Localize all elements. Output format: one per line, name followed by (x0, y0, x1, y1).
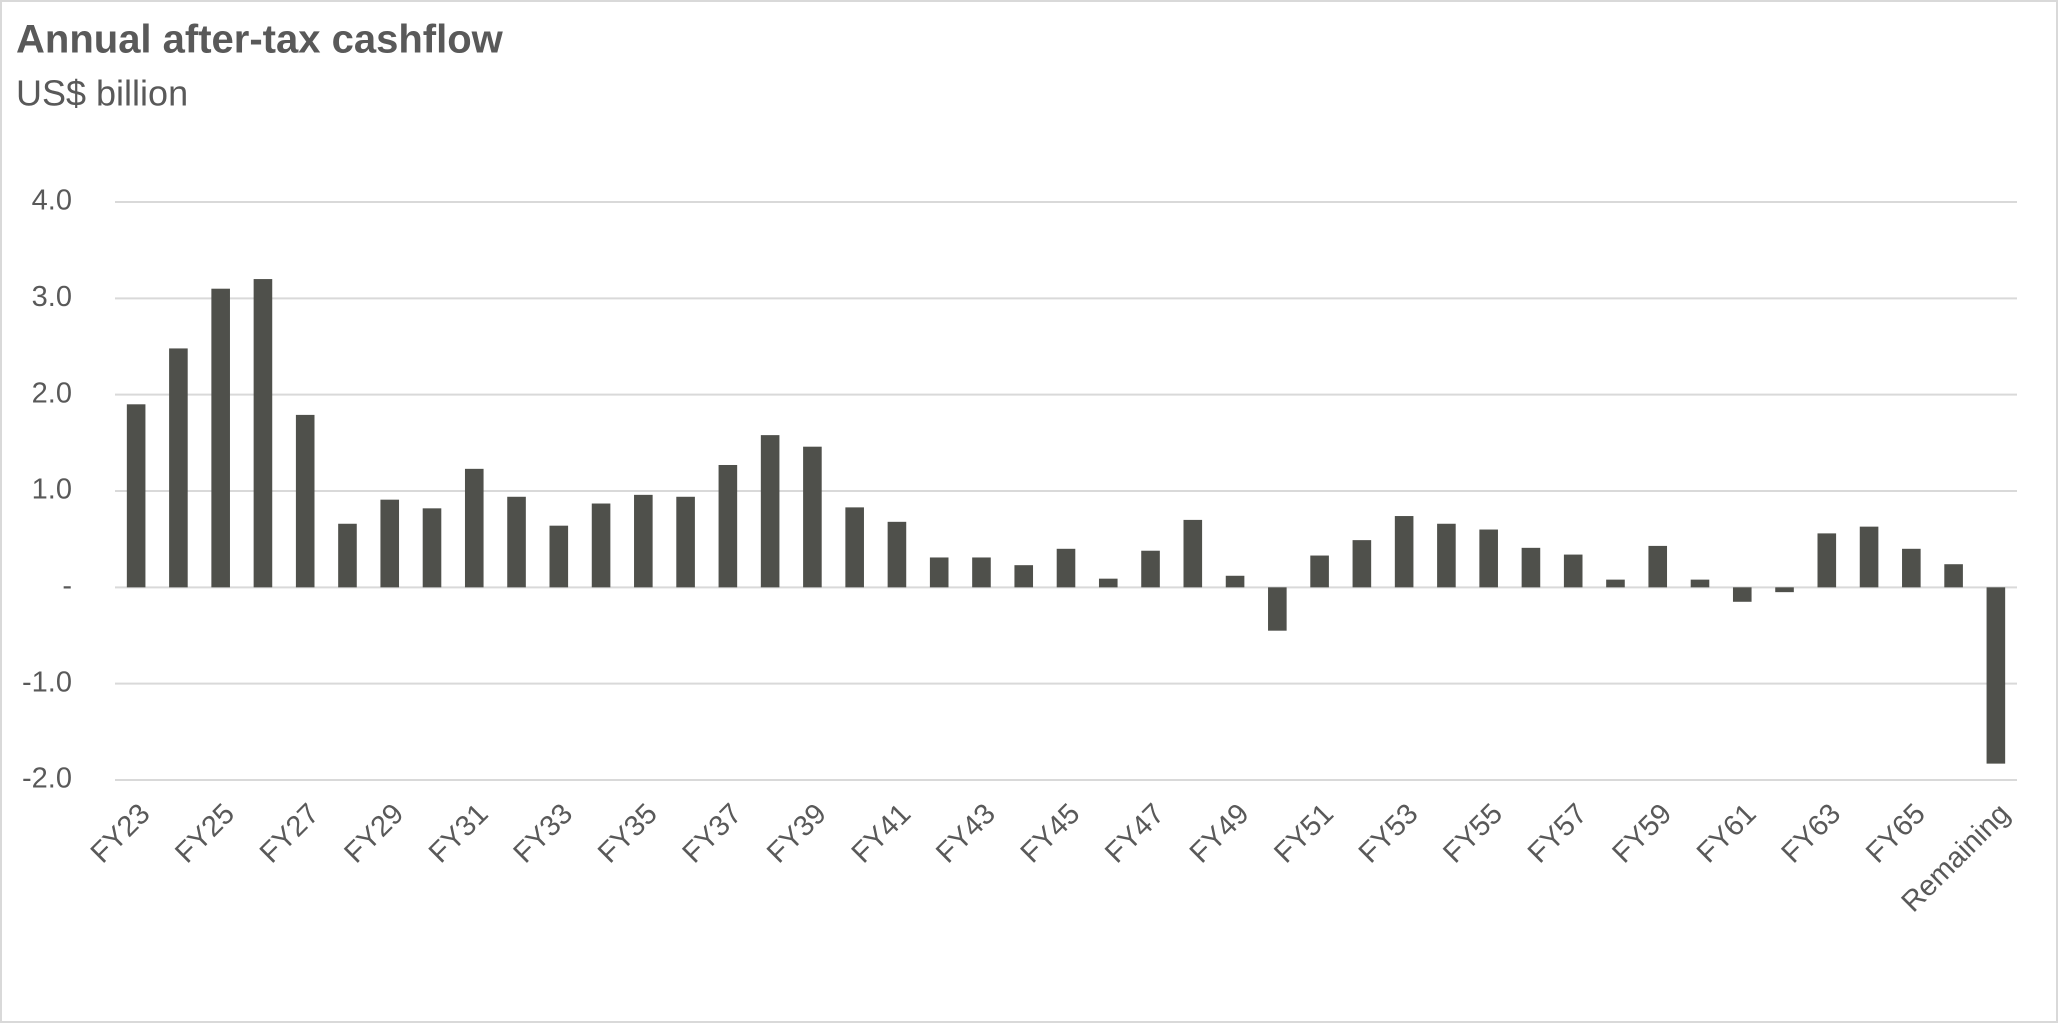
bar (464, 468, 484, 588)
bar (126, 404, 146, 588)
bar (972, 557, 991, 588)
bar (1986, 587, 2006, 764)
y-tick-label: 2.0 (32, 377, 72, 409)
bar (1479, 529, 1498, 588)
bar (1437, 523, 1456, 588)
bar (1183, 519, 1203, 588)
bar (549, 525, 569, 588)
bar (1859, 526, 1879, 588)
y-tick-label: 1.0 (32, 474, 72, 506)
bar (676, 496, 695, 588)
bar (507, 496, 526, 588)
bar (1690, 579, 1710, 588)
bar (1098, 578, 1118, 588)
bar (718, 464, 738, 588)
y-tick-label: - (62, 570, 72, 602)
bar (169, 348, 188, 588)
bar (1310, 555, 1329, 588)
bar (1944, 564, 1963, 588)
bar (253, 279, 273, 588)
bar (760, 435, 780, 588)
bar (1141, 550, 1160, 588)
bar (1902, 548, 1921, 588)
bar (1606, 579, 1625, 588)
y-tick-label: -1.0 (22, 666, 72, 698)
bar (1268, 587, 1287, 631)
bar (1014, 565, 1034, 588)
y-tick-label: 3.0 (32, 281, 72, 313)
bar (1775, 587, 1794, 593)
bar (295, 414, 315, 588)
chart-title: Annual after-tax cashflow (16, 18, 504, 62)
bar (591, 503, 611, 588)
bar (1225, 575, 1245, 588)
bar (1394, 516, 1414, 588)
bar (338, 523, 357, 588)
bar (929, 557, 949, 588)
bar (422, 508, 442, 588)
bar (1648, 545, 1668, 588)
bar (634, 494, 653, 588)
bar (1056, 548, 1076, 588)
y-tick-label: -2.0 (22, 763, 72, 795)
bar (1521, 547, 1541, 588)
y-tick-label: 4.0 (32, 185, 72, 217)
bar (1817, 533, 1837, 588)
bar (803, 446, 822, 588)
bar (1352, 540, 1372, 588)
bar (380, 499, 400, 588)
bar (845, 507, 864, 588)
bar (887, 521, 907, 588)
bar (211, 288, 230, 588)
bar (1563, 554, 1583, 588)
chart-subtitle: US$ billion (16, 73, 188, 114)
bar (1732, 587, 1752, 602)
